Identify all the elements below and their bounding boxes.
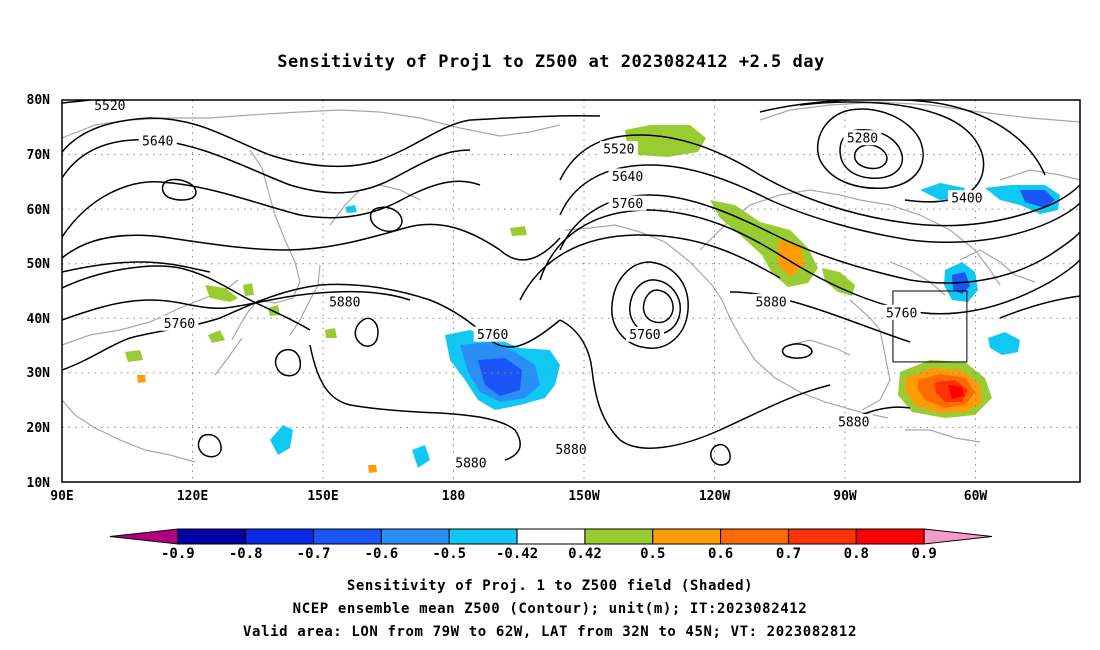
lon-tick-180: 180	[442, 489, 466, 504]
contour-label: 5520	[603, 143, 634, 158]
contour-label-bg	[834, 413, 873, 429]
contour-label-bg	[843, 130, 882, 146]
colorbar-label: 0.42	[568, 546, 602, 562]
lon-tick-labels: 90E 120E 150E 180 150W 120W 90W 60W	[50, 489, 987, 504]
colorbar-segment	[584, 528, 654, 545]
lon-tick-60w: 60W	[964, 489, 988, 504]
contour-label: 5760	[477, 328, 508, 343]
map-frame	[61, 99, 1081, 483]
contour-label-bg	[625, 326, 664, 342]
lat-tick-10n: 10N	[27, 476, 51, 491]
colorbar-label: -0.9	[161, 546, 195, 562]
lon-tick-120e: 120E	[177, 489, 208, 504]
contour-label-bg	[752, 293, 791, 309]
figure-footer: Sensitivity of Proj. 1 to Z500 field (Sh…	[243, 578, 857, 640]
contour-label-bg	[608, 195, 647, 211]
contour-label: 5880	[455, 456, 486, 471]
lat-tick-60n: 60N	[27, 203, 51, 218]
contour-label-bg	[608, 168, 647, 184]
colorbar-segment	[720, 528, 789, 545]
contour-label: 5760	[629, 328, 660, 343]
contour-label-layer: 5520 5640 5520 5280 5640 5760 5400 5880 5760 5760…	[90, 99, 986, 471]
z500-contour-lines-icon	[62, 100, 1080, 466]
lon-tick-120w: 120W	[699, 489, 730, 504]
colorbar-segment	[787, 528, 857, 545]
contour-label-bg	[552, 441, 590, 457]
contour-label-bg	[160, 315, 199, 331]
contour-label: 5400	[951, 192, 982, 207]
lat-tick-labels: 80N 70N 60N 50N 40N 30N 20N 10N	[27, 93, 51, 491]
colorbar-label: -0.6	[365, 546, 399, 562]
colorbar-segment	[855, 528, 925, 545]
contour-label: 5640	[142, 134, 173, 149]
sensitivity-shading-icon	[125, 125, 1060, 473]
contour-label: 5280	[847, 132, 878, 147]
contour-label: 5880	[329, 295, 360, 310]
valid-area-box	[892, 290, 968, 363]
lat-tick-70n: 70N	[27, 148, 51, 163]
colorbar-segment	[380, 528, 450, 545]
colorbar-segment	[313, 528, 382, 545]
contour-label-bg	[947, 190, 986, 206]
contour-label: 5760	[612, 197, 643, 212]
colorbar-label: -0.8	[229, 546, 263, 562]
colorbar-label: 0.6	[708, 546, 733, 562]
contour-label: 5880	[838, 415, 869, 430]
colorbar-segment	[516, 528, 586, 545]
colorbar-label: 0.5	[640, 546, 665, 562]
contour-label-bg	[90, 100, 129, 113]
contour-label: 5520	[94, 99, 125, 114]
contour-label-bg	[599, 141, 638, 157]
contour-label: 5880	[755, 295, 786, 310]
lat-tick-30n: 30N	[27, 366, 51, 381]
lat-tick-80n: 80N	[27, 93, 51, 108]
contour-label-bg	[325, 293, 364, 309]
colorbar-label: 0.9	[912, 546, 937, 562]
contour-label-bg	[882, 304, 921, 320]
colorbar-label: 0.8	[844, 546, 869, 562]
colorbar-labels: -0.9 -0.8 -0.7 -0.6 -0.5 -0.42 0.42 0.5 0.6 0.7 0.…	[161, 546, 937, 562]
colorbar-segment	[448, 528, 518, 545]
colorbar-arrow-high	[923, 528, 993, 545]
colorbar-segment	[177, 528, 247, 545]
contour-label: 5760	[886, 306, 917, 321]
contour-label-bg	[138, 132, 177, 148]
colorbar-segment	[245, 528, 315, 545]
lon-tick-150e: 150E	[307, 489, 338, 504]
lon-tick-150w: 150W	[568, 489, 599, 504]
lat-tick-20n: 20N	[27, 421, 51, 436]
contour-label: 5640	[612, 170, 643, 185]
lon-tick-90w: 90W	[833, 489, 857, 504]
contour-label: 5880	[555, 443, 586, 458]
colorbar-label: 0.7	[776, 546, 801, 562]
lon-tick-90e: 90E	[50, 489, 73, 504]
map-gridlines	[62, 100, 1080, 482]
colorbar-segment	[652, 528, 722, 545]
colorbar	[109, 528, 993, 545]
colorbar-label: -0.7	[297, 546, 331, 562]
contour-label: 5760	[164, 317, 195, 332]
colorbar-arrow-low	[109, 528, 179, 545]
contour-label-bg	[451, 454, 490, 470]
colorbar-label: -0.42	[496, 546, 538, 562]
colorbar-label: -0.5	[432, 546, 466, 562]
footer-line-contour: NCEP ensemble mean Z500 (Contour); unit(…	[293, 601, 808, 617]
footer-line-shaded: Sensitivity of Proj. 1 to Z500 field (Sh…	[347, 578, 753, 594]
coastline-icon	[62, 101, 1080, 463]
lat-tick-40n: 40N	[27, 312, 51, 327]
footer-line-valid-area: Valid area: LON from 79W to 62W, LAT fro…	[243, 624, 857, 640]
contour-label-bg	[473, 326, 512, 342]
lat-tick-50n: 50N	[27, 257, 51, 272]
figure-title: Sensitivity of Proj1 to Z500 at 20230824…	[277, 52, 824, 72]
